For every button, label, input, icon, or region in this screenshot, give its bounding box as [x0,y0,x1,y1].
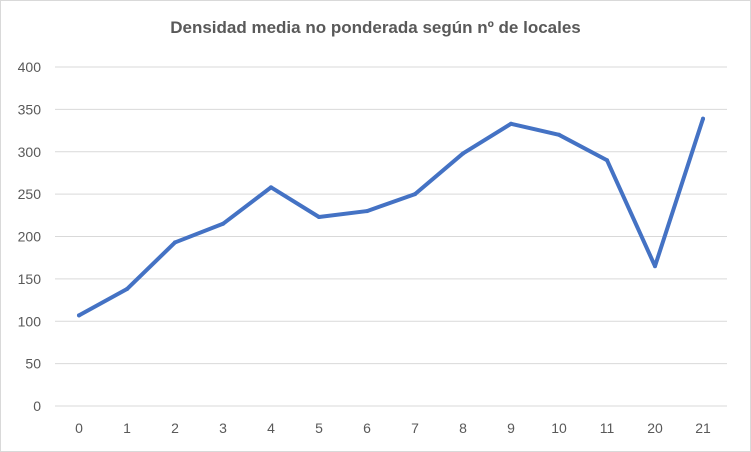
y-tick-label: 400 [18,59,42,75]
data-point [317,215,321,220]
data-point [605,158,609,163]
data-point [221,221,225,226]
chart-title: Densidad media no ponderada según nº de … [170,18,581,37]
y-axis-tick-labels: 0 50 100 150 200 250 300 350 400 [18,59,42,414]
series-line [77,116,705,318]
data-point [461,151,465,156]
y-tick-label: 300 [18,144,42,160]
x-tick-label: 4 [267,420,275,436]
y-tick-label: 100 [18,313,42,329]
x-tick-label: 2 [171,420,179,436]
x-tick-label: 1 [123,420,131,436]
x-tick-label: 20 [647,420,663,436]
x-tick-label: 8 [459,420,467,436]
data-point [557,132,561,137]
y-tick-label: 50 [25,356,41,372]
x-axis-tick-labels: 0 1 2 3 4 5 6 7 8 9 10 11 20 21 [75,420,711,436]
data-point [269,185,273,190]
x-tick-label: 6 [363,420,371,436]
x-tick-label: 9 [507,420,515,436]
series-group [77,116,705,318]
x-tick-label: 11 [600,420,615,436]
data-point [125,287,129,292]
data-point [653,264,657,269]
data-point [509,121,513,126]
x-tick-label: 3 [219,420,227,436]
x-tick-label: 10 [551,420,567,436]
data-point [413,192,417,197]
x-tick-label: 21 [695,420,711,436]
y-tick-label: 0 [33,398,41,414]
data-point [173,240,177,245]
data-point [701,116,705,121]
gridlines [55,66,727,407]
y-tick-label: 250 [18,186,42,202]
y-tick-label: 150 [18,271,42,287]
data-point [365,209,369,214]
x-tick-label: 0 [75,420,83,436]
y-tick-label: 350 [18,101,42,117]
y-tick-label: 200 [18,229,42,245]
data-point [77,313,81,318]
x-tick-label: 5 [315,420,323,436]
x-tick-label: 7 [411,420,419,436]
